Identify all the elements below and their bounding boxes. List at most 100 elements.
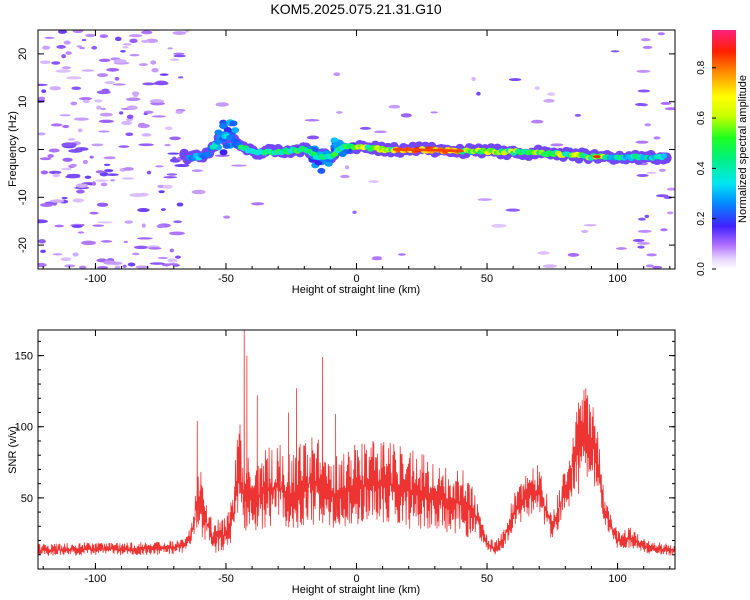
trace-bump bbox=[219, 122, 228, 129]
spectrogram-data-layer bbox=[38, 30, 675, 269]
noise-blob bbox=[155, 165, 164, 168]
noise-blob bbox=[121, 120, 133, 126]
x-tick-label: 100 bbox=[608, 573, 626, 585]
y-tick-label: 50 bbox=[21, 493, 33, 505]
noise-blob bbox=[166, 173, 178, 176]
noise-blob bbox=[96, 73, 109, 78]
noise-blob bbox=[85, 33, 96, 38]
noise-blob bbox=[657, 32, 665, 36]
noise-blob bbox=[96, 90, 111, 95]
snr-series-line bbox=[38, 330, 675, 556]
noise-blob bbox=[97, 265, 109, 269]
noise-blob bbox=[72, 252, 79, 257]
noise-blob bbox=[146, 170, 152, 175]
noise-blob bbox=[39, 60, 51, 64]
noise-blob bbox=[61, 54, 67, 59]
noise-blob bbox=[120, 49, 126, 53]
noise-blob bbox=[38, 239, 46, 244]
noise-blob bbox=[123, 240, 128, 243]
noise-blob bbox=[61, 167, 73, 171]
noise-blob bbox=[660, 228, 668, 232]
noise-blob bbox=[65, 175, 81, 179]
noise-blob bbox=[368, 180, 380, 183]
noise-blob bbox=[119, 111, 124, 115]
noise-blob bbox=[534, 86, 540, 91]
colorbar-tick-label: 0.0 bbox=[696, 262, 707, 276]
noise-blob bbox=[149, 99, 165, 103]
noise-blob bbox=[61, 196, 68, 200]
noise-blob bbox=[636, 69, 651, 73]
trace-bump bbox=[219, 149, 228, 156]
noise-blob bbox=[81, 38, 87, 42]
noise-blob bbox=[78, 265, 87, 269]
noise-blob bbox=[134, 245, 149, 250]
noise-blob bbox=[55, 69, 71, 73]
noise-blob bbox=[476, 91, 481, 96]
snr-y-ticks: 50 100 150 bbox=[15, 340, 675, 556]
noise-blob bbox=[72, 198, 85, 203]
colorbar: 0.0 0.2 0.4 0.6 0.8 Normalized spectral ampl… bbox=[696, 30, 749, 276]
trace-bump bbox=[324, 160, 333, 167]
noise-blob bbox=[91, 45, 98, 50]
noise-blob bbox=[339, 174, 350, 179]
noise-blob bbox=[132, 252, 140, 256]
y-tick-label: 20 bbox=[17, 48, 29, 60]
noise-blob bbox=[51, 61, 61, 65]
noise-blob bbox=[89, 155, 94, 159]
noise-blob bbox=[344, 165, 350, 170]
noise-blob bbox=[127, 262, 136, 267]
snr-y-axis-label: SNR (v/v) bbox=[7, 426, 19, 474]
noise-blob bbox=[153, 81, 169, 86]
noise-blob bbox=[94, 99, 103, 103]
y-tick-label: 150 bbox=[15, 351, 33, 363]
noise-blob bbox=[49, 86, 62, 91]
noise-blob bbox=[38, 132, 46, 136]
trace-bump bbox=[338, 151, 347, 158]
noise-blob bbox=[62, 124, 70, 129]
noise-blob bbox=[94, 179, 109, 182]
noise-blob bbox=[56, 45, 66, 49]
noise-blob bbox=[137, 208, 150, 213]
noise-blob bbox=[491, 223, 507, 228]
noise-blob bbox=[138, 63, 148, 67]
noise-blob bbox=[637, 241, 651, 245]
noise-blob bbox=[59, 114, 71, 117]
snr-panel: -100 -50 0 50 100 50 100 150 Height of straigh… bbox=[7, 329, 676, 596]
noise-blob bbox=[151, 67, 159, 73]
noise-blob bbox=[635, 140, 649, 144]
noise-blob bbox=[635, 102, 646, 106]
noise-blob bbox=[136, 237, 153, 240]
noise-blob bbox=[97, 221, 113, 224]
noise-blob bbox=[38, 262, 47, 268]
noise-blob bbox=[148, 247, 162, 250]
noise-blob bbox=[71, 224, 83, 228]
noise-blob bbox=[173, 52, 185, 55]
noise-blob bbox=[636, 173, 649, 177]
noise-blob bbox=[129, 38, 138, 44]
snr-x-axis-label: Height of straight line (km) bbox=[292, 584, 420, 596]
noise-blob bbox=[98, 58, 111, 62]
noise-blob bbox=[68, 149, 83, 153]
noise-blob bbox=[125, 97, 141, 101]
x-tick-label: 50 bbox=[481, 573, 493, 585]
noise-blob bbox=[149, 262, 165, 265]
noise-blob bbox=[122, 264, 127, 268]
noise-blob bbox=[44, 36, 55, 40]
noise-blob bbox=[371, 257, 383, 261]
noise-blob bbox=[84, 175, 92, 179]
noise-blob bbox=[160, 208, 166, 211]
noise-blob bbox=[645, 264, 654, 268]
noise-blob bbox=[61, 66, 72, 70]
noise-blob bbox=[477, 198, 493, 201]
noise-blob bbox=[333, 72, 341, 77]
noise-blob bbox=[644, 214, 650, 219]
noise-blob bbox=[646, 171, 657, 174]
trace-bump bbox=[222, 142, 231, 149]
noise-blob bbox=[114, 36, 122, 42]
noise-blob bbox=[169, 248, 174, 253]
noise-blob bbox=[664, 107, 675, 111]
noise-blob bbox=[82, 159, 89, 165]
spectrogram-y-ticks: -20 -10 0 10 20 bbox=[17, 48, 675, 253]
